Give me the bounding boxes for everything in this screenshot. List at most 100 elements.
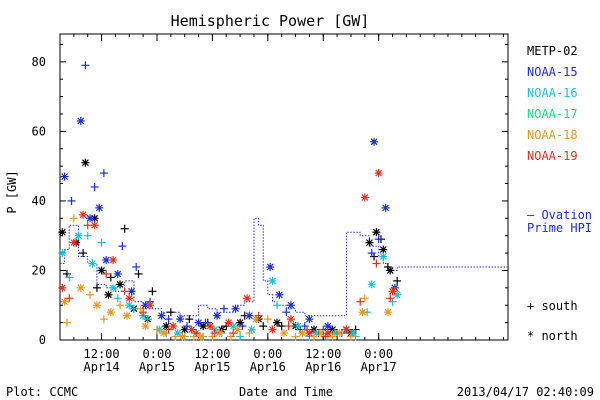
north-marker bbox=[266, 262, 275, 271]
south-marker bbox=[83, 231, 92, 240]
plot-area: 02040608012:00Apr140:00Apr1512:00Apr150:… bbox=[32, 33, 578, 374]
x-tick-label-date: Apr15 bbox=[194, 360, 230, 374]
north-marker bbox=[58, 283, 67, 292]
north-marker bbox=[229, 322, 238, 331]
north-marker bbox=[194, 318, 203, 327]
south-marker bbox=[263, 315, 272, 324]
south-marker bbox=[166, 308, 175, 317]
x-tick-label-time: 12:00 bbox=[194, 347, 230, 361]
north-marker bbox=[125, 294, 134, 303]
north-marker bbox=[90, 221, 99, 230]
south-marker bbox=[346, 332, 355, 341]
north-marker bbox=[372, 228, 381, 237]
south-marker bbox=[79, 249, 88, 258]
north-marker bbox=[113, 269, 122, 278]
south-marker bbox=[120, 224, 129, 233]
south-marker bbox=[83, 221, 92, 230]
chart-title: Hemispheric Power [GW] bbox=[171, 12, 370, 30]
north-marker bbox=[342, 325, 351, 334]
x-tick-label-date: Apr16 bbox=[305, 360, 341, 374]
south-marker bbox=[118, 242, 127, 251]
south-marker bbox=[99, 169, 108, 178]
south-marker bbox=[282, 308, 291, 317]
legend-item-noaa-16: NOAA-16 bbox=[527, 86, 578, 100]
north-marker bbox=[206, 322, 215, 331]
legend-item-noaa-19: NOAA-19 bbox=[527, 149, 578, 163]
north-marker bbox=[76, 116, 85, 125]
north-marker bbox=[268, 325, 277, 334]
north-marker bbox=[323, 329, 332, 338]
north-marker bbox=[286, 315, 295, 324]
y-tick-label: 0 bbox=[39, 333, 46, 347]
north-marker bbox=[273, 318, 282, 327]
south-marker bbox=[116, 301, 125, 310]
north-marker bbox=[95, 203, 104, 212]
north-marker bbox=[243, 294, 252, 303]
south-marker bbox=[132, 262, 141, 271]
south-marker bbox=[210, 329, 219, 338]
south-marker bbox=[171, 332, 180, 341]
north-marker bbox=[245, 311, 254, 320]
south-marker bbox=[360, 294, 369, 303]
north-marker bbox=[379, 245, 388, 254]
south-marker bbox=[134, 269, 143, 278]
south-marker bbox=[374, 235, 383, 244]
south-marker bbox=[245, 329, 254, 338]
south-marker bbox=[328, 332, 337, 341]
north-marker bbox=[386, 266, 395, 275]
south-marker bbox=[310, 332, 319, 341]
north-marker bbox=[74, 231, 83, 240]
north-marker bbox=[97, 266, 106, 275]
south-marker bbox=[192, 329, 201, 338]
legend-item-metp-02: METP-02 bbox=[527, 44, 578, 58]
north-marker bbox=[178, 332, 187, 341]
south-marker bbox=[164, 325, 173, 334]
x-tick-label-time: 0:00 bbox=[143, 347, 172, 361]
x-tick-label-time: 0:00 bbox=[364, 347, 393, 361]
marker-legend-south: + south bbox=[527, 299, 578, 313]
south-marker bbox=[236, 332, 245, 341]
footer-right: 2013/04/17 02:40:09 bbox=[457, 385, 594, 399]
ovation-label-line1: — Ovation bbox=[527, 208, 592, 222]
south-marker bbox=[254, 311, 263, 320]
north-marker bbox=[109, 256, 118, 265]
legend-item-noaa-17: NOAA-17 bbox=[527, 107, 578, 121]
ovation-prime-hpi-line bbox=[60, 217, 507, 317]
north-marker bbox=[60, 172, 69, 181]
south-marker bbox=[148, 287, 157, 296]
x-tick-label-date: Apr14 bbox=[84, 360, 120, 374]
south-marker bbox=[183, 322, 192, 331]
north-marker bbox=[146, 301, 155, 310]
south-marker bbox=[129, 304, 138, 313]
north-marker bbox=[316, 329, 325, 338]
south-marker bbox=[113, 294, 122, 303]
south-marker bbox=[97, 238, 106, 247]
north-marker bbox=[231, 304, 240, 313]
north-marker bbox=[159, 329, 168, 338]
south-marker bbox=[92, 283, 101, 292]
north-marker bbox=[58, 228, 67, 237]
north-marker bbox=[370, 137, 379, 146]
x-tick-label-time: 0:00 bbox=[253, 347, 282, 361]
north-marker bbox=[58, 249, 67, 258]
footer-left: Plot: CCMC bbox=[6, 385, 78, 399]
north-marker bbox=[106, 308, 115, 317]
south-marker bbox=[65, 294, 74, 303]
north-marker bbox=[275, 290, 284, 299]
marker-legend-north: * north bbox=[527, 329, 578, 343]
south-marker bbox=[201, 318, 210, 327]
south-marker bbox=[185, 315, 194, 324]
north-marker bbox=[280, 329, 288, 338]
south-marker bbox=[277, 322, 286, 331]
north-marker bbox=[88, 259, 97, 268]
north-marker bbox=[196, 332, 205, 341]
north-marker bbox=[109, 283, 118, 292]
north-marker bbox=[381, 203, 390, 212]
x-tick-label-time: 12:00 bbox=[305, 347, 341, 361]
legend-item-noaa-15: NOAA-15 bbox=[527, 65, 578, 79]
south-marker bbox=[291, 332, 300, 341]
south-marker bbox=[273, 301, 282, 310]
north-marker bbox=[293, 322, 302, 331]
north-marker bbox=[268, 276, 277, 285]
